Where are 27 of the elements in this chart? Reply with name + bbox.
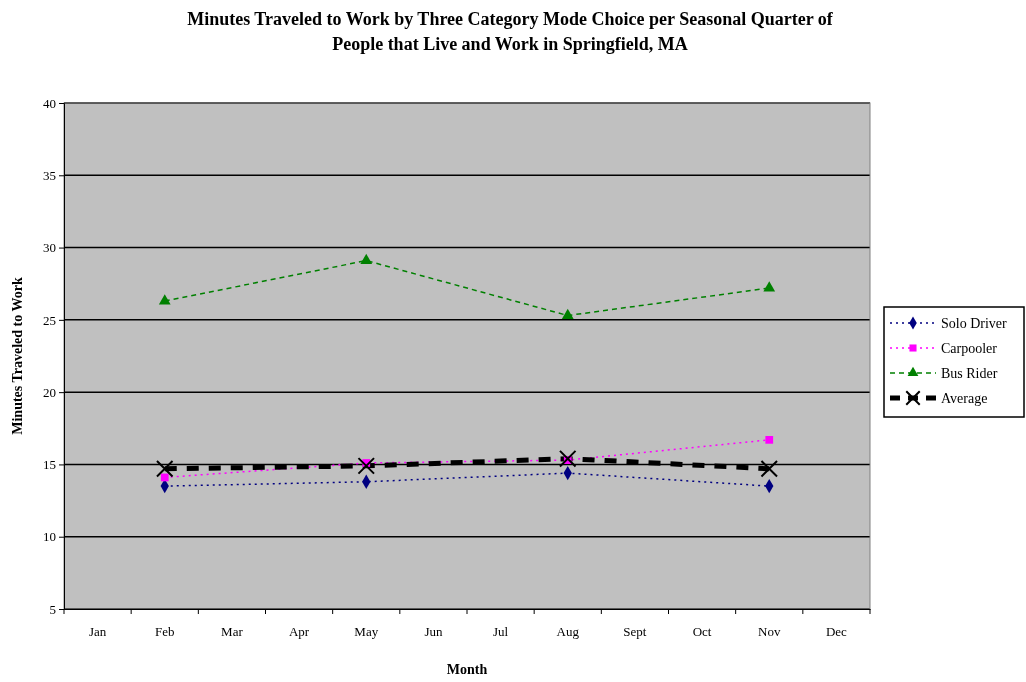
y-tick-label: 5 [49,601,56,617]
y-tick-label: 10 [43,529,56,545]
y-tick-label: 40 [43,95,56,111]
chart-title: Minutes Traveled to Work by Three Category Mode Choice per Seasonal Quarter of People that Live and Work in Springfield, MA [187,9,834,54]
x-tick-label: Nov [758,624,781,640]
legend-label: Average [941,391,988,406]
y-tick-label: 15 [43,457,56,473]
x-tick-label: Sept [623,624,647,640]
y-tick-label: 35 [43,167,56,183]
x-tick-label: Feb [155,624,175,640]
x-tick-label: Apr [288,624,310,640]
x-tick-label: Jan [88,624,107,640]
legend-label: Solo Driver [941,316,1008,331]
x-tick-label: Mar [221,624,244,640]
y-axis-title: Minutes Traveled to Work [10,277,25,435]
x-tick-label: Dec [825,624,848,640]
y-tick-label: 30 [43,240,56,256]
x-tick-label: Jul [493,624,509,640]
legend-label: Carpooler [941,341,998,356]
x-axis-title: Month [446,662,488,677]
x-tick-label: May [354,624,379,640]
y-tick-label: 20 [43,384,56,400]
x-tick-label: Oct [692,624,712,640]
x-tick-label: Aug [556,624,580,640]
x-tick-label: Jun [424,624,443,640]
y-tick-label: 25 [43,312,56,328]
legend-label: Bus Rider [941,366,998,381]
